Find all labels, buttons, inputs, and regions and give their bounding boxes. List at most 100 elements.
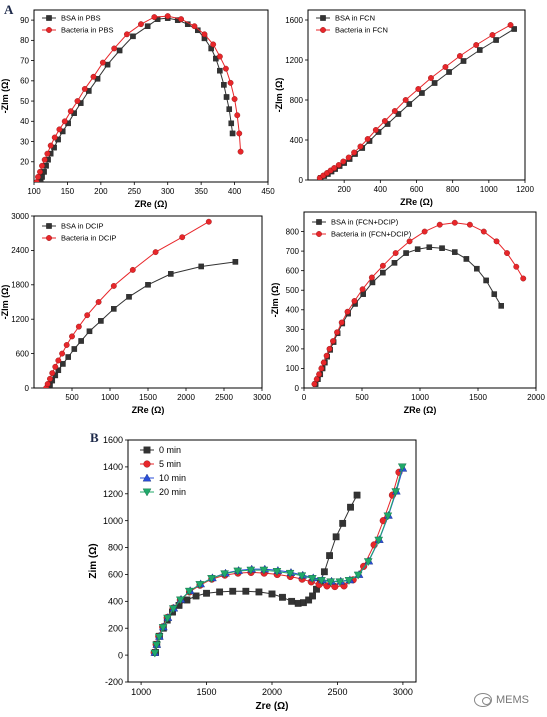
data-point (63, 342, 70, 348)
chart-5: 1000 1500 2000 2500 3000 -200 0 200 400 600 800 100… (88, 435, 417, 712)
data-point (463, 256, 470, 262)
data-point (483, 277, 489, 284)
chart-2: 200 400 600 800 1000 1200 0 400 800 1200 1600 ZRe (… (274, 9, 534, 207)
series-line (153, 472, 400, 653)
data-point (391, 108, 398, 114)
data-point (84, 312, 91, 319)
data-point (513, 263, 520, 270)
y-tick-label: 1200 (285, 56, 303, 65)
x-tick-label: 450 (261, 187, 275, 196)
data-point (474, 265, 480, 272)
series-line (45, 221, 210, 388)
data-point (360, 291, 366, 297)
y-tick-label: 600 (286, 266, 300, 275)
data-point (415, 86, 422, 92)
series-line (40, 17, 234, 182)
x-tick-label: 200 (94, 187, 108, 196)
data-point (326, 578, 335, 587)
data-point (65, 354, 71, 360)
x-tick-label: 1500 (139, 393, 157, 402)
series-line (36, 15, 242, 182)
data-point (152, 249, 159, 256)
data-point (98, 318, 104, 324)
series-1 (37, 15, 236, 182)
legend-label: BSA in PBS (61, 14, 101, 23)
data-point (217, 67, 223, 74)
legend-marker (320, 15, 326, 21)
data-point (231, 96, 238, 102)
legend-label: 0 min (159, 445, 181, 455)
data-point (49, 370, 56, 377)
data-point (369, 279, 376, 286)
data-point (74, 98, 81, 104)
data-point (198, 263, 205, 270)
y-tick-label: 800 (286, 227, 300, 236)
data-point (255, 588, 263, 596)
x-tick-label: 800 (446, 185, 460, 194)
legend-marker (46, 223, 52, 229)
data-point (451, 219, 458, 226)
data-point (234, 112, 241, 119)
data-point (268, 590, 276, 598)
data-point (95, 299, 102, 305)
x-axis-label: Zre (Ω) (255, 701, 288, 712)
legend-marker (46, 27, 52, 33)
x-tick-label: 0 (302, 393, 307, 402)
data-point (480, 228, 487, 235)
series-2 (316, 22, 514, 180)
data-point (334, 329, 340, 336)
x-tick-label: 200 (337, 185, 351, 194)
data-point (99, 59, 106, 66)
x-tick-label: 2000 (177, 393, 195, 402)
legend: BSA in (FCN+DCIP) Bacteria in (FCN+DCIP) (312, 218, 412, 239)
data-point (35, 174, 41, 180)
y-axis-label: -ZIm (Ω) (0, 79, 10, 114)
data-point (246, 566, 256, 575)
data-point (320, 568, 328, 576)
x-tick-label: 500 (65, 393, 79, 402)
data-point (229, 587, 237, 595)
x-tick-label: 3000 (253, 393, 271, 402)
x-axis-label: ZRe (Ω) (132, 405, 165, 415)
y-tick-label: -200 (105, 677, 123, 687)
legend-marker (142, 488, 152, 497)
legend-label: Bacteria in DCIP (61, 234, 116, 243)
legend-label: BSA in DCIP (61, 222, 104, 231)
data-point (372, 127, 379, 133)
series-2 (311, 219, 527, 388)
data-point (391, 260, 398, 266)
legend-label: Bacteria in FCN (335, 26, 388, 35)
legend-label: 10 min (159, 473, 186, 483)
x-tick-label: 400 (374, 185, 388, 194)
legend-marker (143, 460, 151, 468)
data-point (476, 47, 483, 53)
series-1 (152, 491, 361, 656)
data-point (110, 283, 117, 289)
data-point (167, 271, 174, 277)
data-point (60, 361, 66, 367)
legend-label: Bacteria in (FCN+DCIP) (331, 230, 412, 239)
data-point (511, 26, 517, 32)
data-point (111, 45, 118, 52)
data-point (326, 345, 333, 352)
data-point (326, 552, 333, 560)
series-line (315, 246, 502, 385)
data-point (207, 575, 216, 583)
y-tick-label: 1600 (285, 16, 303, 25)
x-tick-label: 400 (228, 187, 242, 196)
data-point (498, 303, 505, 309)
legend-label: BSA in FCN (335, 14, 375, 23)
data-point (344, 577, 354, 585)
data-point (154, 633, 164, 642)
series-1 (44, 259, 239, 388)
y-axis-label: Zim (Ω) (88, 543, 99, 578)
x-tick-label: 2500 (327, 687, 347, 697)
data-point (216, 588, 224, 596)
data-point (52, 363, 59, 370)
y-tick-label: 0 (118, 650, 123, 660)
data-point (56, 126, 63, 133)
data-point (323, 352, 330, 359)
data-point (34, 179, 40, 182)
data-point (493, 238, 500, 245)
data-point (86, 328, 93, 335)
